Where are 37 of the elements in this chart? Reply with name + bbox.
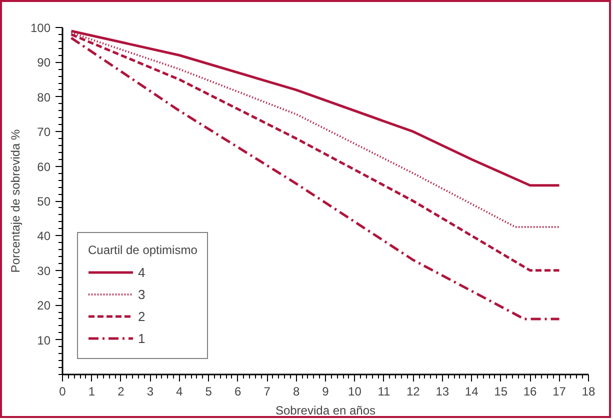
y-tick-label: 10	[37, 333, 51, 348]
x-tick-label: 16	[523, 384, 538, 398]
legend-label: 2	[138, 308, 146, 324]
x-axis-title: Sobrevida en años	[275, 404, 376, 418]
x-tick-label: 7	[264, 384, 271, 398]
x-tick-label: 8	[292, 384, 300, 398]
x-tick-label: 4	[176, 384, 184, 398]
y-tick-label: 70	[37, 125, 51, 140]
x-tick-label: 15	[494, 384, 508, 398]
x-tick-label: 13	[436, 384, 450, 398]
x-tick-label: 18	[582, 384, 596, 398]
y-tick-label: 50	[37, 194, 51, 208]
x-tick-label: 11	[378, 384, 390, 398]
y-tick-label: 90	[37, 56, 51, 70]
x-tick-label: 14	[464, 384, 479, 398]
x-tick-label: 2	[118, 384, 125, 398]
x-tick-label: 9	[322, 384, 330, 398]
legend-title: Cuartil de optimismo	[88, 243, 198, 257]
y-axis-title: Porcentaje de sobrevida %	[8, 128, 22, 273]
y-tick-label: 60	[37, 160, 51, 174]
y-tick-label: 100	[30, 21, 51, 35]
y-tick-label: 40	[37, 229, 51, 244]
legend-label: 1	[138, 330, 146, 346]
legend-label: 3	[138, 286, 146, 302]
x-tick-label: 1	[88, 384, 96, 398]
x-tick-label: 3	[146, 384, 154, 398]
y-tick-label: 80	[37, 90, 51, 104]
x-tick-label: 6	[234, 384, 242, 398]
y-tick-label: 30	[37, 264, 51, 278]
line-series	[70, 36, 561, 320]
x-tick-label: 17	[552, 384, 566, 398]
legend-label: 4	[138, 264, 146, 280]
x-tick-label: 12	[406, 384, 420, 398]
x-tick-label: 0	[59, 384, 66, 398]
y-tick-label: 20	[37, 298, 51, 313]
x-tick-label: 10	[348, 384, 362, 398]
x-tick-label: 5	[205, 384, 212, 398]
